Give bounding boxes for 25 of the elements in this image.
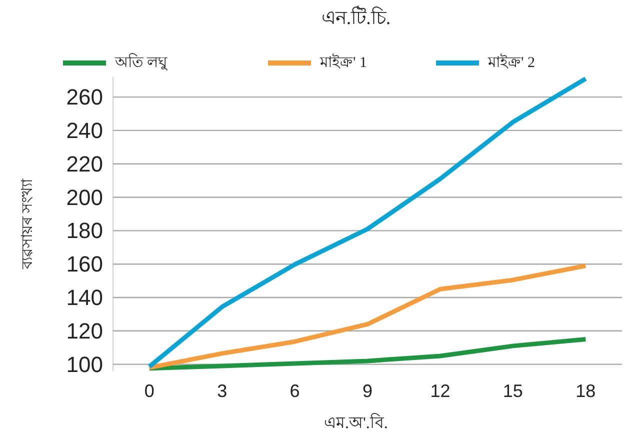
x-tick-label: 12 xyxy=(430,381,450,401)
x-tick-label: 3 xyxy=(217,381,228,401)
x-tick-label: 9 xyxy=(362,381,373,401)
legend-label: মাইক্ৰ' 1 xyxy=(319,53,367,71)
x-axis-title: এম.অ'.বি. xyxy=(324,413,388,432)
y-tick-label: 220 xyxy=(66,151,103,176)
y-tick-label: 240 xyxy=(66,118,103,143)
legend-item: অতি লঘু xyxy=(63,55,167,71)
legend-label: মাইক্ৰ' 2 xyxy=(487,53,535,71)
y-tick-label: 180 xyxy=(66,218,103,244)
y-tick-label: 100 xyxy=(66,352,103,377)
legend-item: মাইক্ৰ' 2 xyxy=(436,55,535,71)
x-tick-label: 15 xyxy=(502,381,523,401)
y-tick-label: 120 xyxy=(66,318,103,344)
x-tick-label: 0 xyxy=(144,381,154,401)
y-tick-label: 200 xyxy=(66,184,103,210)
legend-item: মাইক্ৰ' 1 xyxy=(268,55,367,71)
y-tick-label: 140 xyxy=(66,285,103,310)
chart-title: এন.টি.চি. xyxy=(321,6,391,29)
y-axis-title: ব্যৱসায়ৰ সংখ্যা xyxy=(20,178,36,270)
x-tick-label: 6 xyxy=(290,381,300,401)
x-tick-label: 18 xyxy=(576,381,596,401)
legend-label: অতি লঘু xyxy=(114,53,168,71)
y-tick-label: 260 xyxy=(66,84,103,110)
y-tick-label: 160 xyxy=(66,252,103,277)
